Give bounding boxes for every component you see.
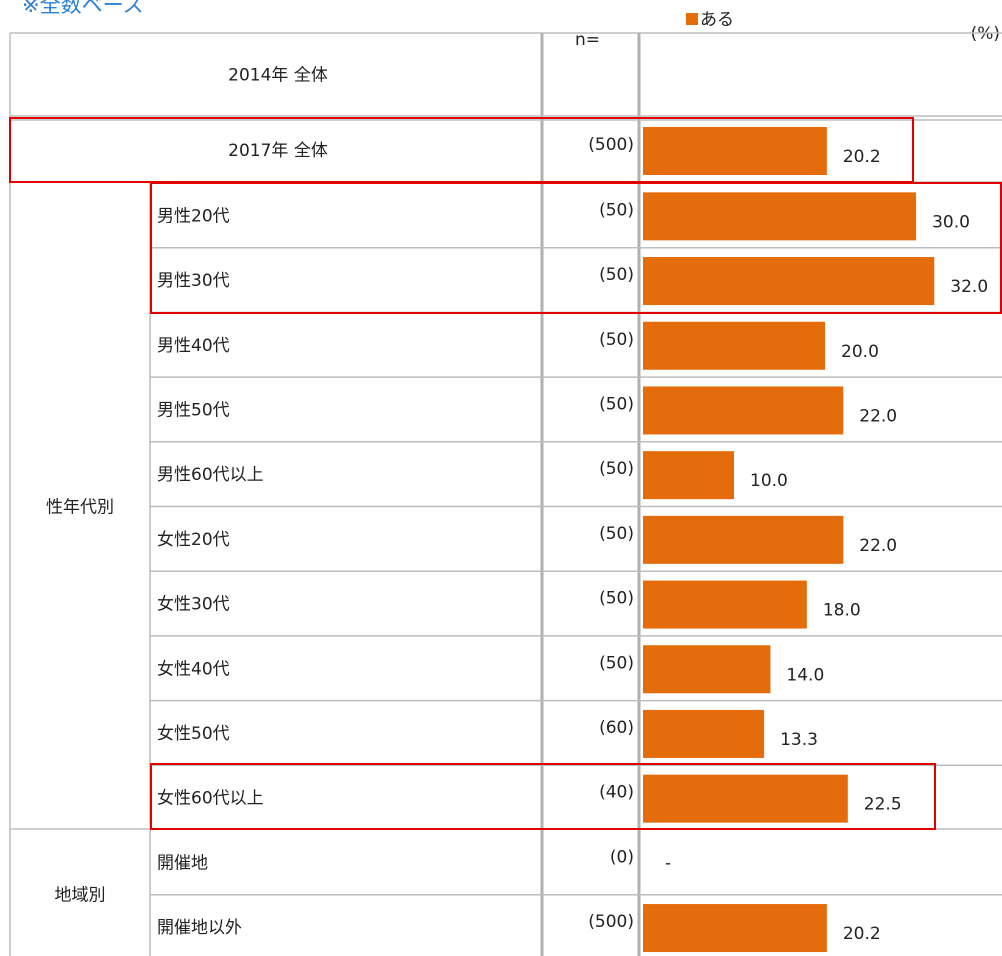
bar bbox=[643, 192, 917, 241]
n-header: n= bbox=[575, 30, 600, 50]
n-label: (500) bbox=[588, 135, 634, 155]
n-label: (50) bbox=[599, 394, 634, 414]
legend-label: ある bbox=[700, 10, 734, 30]
group-label: 地域別 bbox=[55, 886, 106, 906]
bar bbox=[643, 127, 827, 175]
value-label: 10.0 bbox=[750, 471, 788, 491]
bar bbox=[643, 321, 826, 370]
bar bbox=[643, 451, 735, 500]
bar bbox=[643, 257, 935, 306]
value-label: 22.5 bbox=[864, 795, 902, 815]
highlight-box bbox=[150, 763, 936, 830]
n-label: (50) bbox=[599, 459, 634, 479]
n-label: (500) bbox=[588, 912, 634, 932]
n-label: (50) bbox=[599, 653, 634, 673]
value-label: 32.0 bbox=[950, 277, 988, 297]
bar bbox=[643, 709, 765, 758]
note: ※全数ベース bbox=[22, 0, 144, 17]
value-label: - bbox=[665, 853, 671, 873]
bar bbox=[643, 774, 848, 823]
n-label: (50) bbox=[599, 200, 634, 220]
row-label: 2017年 全体 bbox=[228, 141, 328, 161]
row-label: 女性30代 bbox=[157, 595, 230, 615]
bar bbox=[643, 515, 844, 564]
row-label: 男性60代以上 bbox=[157, 465, 264, 485]
row-label: 男性40代 bbox=[157, 336, 230, 356]
value-label: 20.0 bbox=[841, 342, 879, 362]
n-label: (50) bbox=[599, 589, 634, 609]
bar bbox=[643, 386, 844, 435]
bar bbox=[643, 645, 771, 694]
n-label: (40) bbox=[599, 783, 634, 803]
row-label: 開催地 bbox=[157, 853, 208, 873]
row-label: 女性50代 bbox=[157, 724, 230, 744]
n-label: (50) bbox=[599, 330, 634, 350]
n-label: (50) bbox=[599, 524, 634, 544]
row-label: 男性30代 bbox=[157, 271, 230, 291]
row-label: 開催地以外 bbox=[157, 918, 242, 938]
row-label: 男性50代 bbox=[157, 400, 230, 420]
value-label: 20.2 bbox=[843, 924, 881, 944]
n-label: (50) bbox=[599, 265, 634, 285]
value-label: 22.0 bbox=[859, 536, 897, 556]
value-label: 22.0 bbox=[859, 406, 897, 426]
row-label: 2014年 全体 bbox=[228, 66, 328, 86]
highlight-box bbox=[150, 182, 1002, 314]
row-label: 女性60代以上 bbox=[157, 789, 264, 809]
row-label: 女性40代 bbox=[157, 659, 230, 679]
value-label: 30.0 bbox=[932, 212, 970, 232]
n-label: (0) bbox=[610, 847, 634, 867]
value-label: 20.2 bbox=[843, 147, 881, 167]
unit: (%) bbox=[971, 24, 1000, 44]
value-label: 14.0 bbox=[786, 665, 824, 685]
value-label: 13.3 bbox=[780, 730, 818, 750]
legend-swatch bbox=[686, 13, 698, 25]
row-label: 男性20代 bbox=[157, 206, 230, 226]
bar bbox=[643, 580, 807, 629]
bar bbox=[643, 904, 827, 953]
row-label: 女性20代 bbox=[157, 530, 230, 550]
group-label: 性年代別 bbox=[46, 498, 114, 518]
n-label: (60) bbox=[599, 718, 634, 738]
value-label: 18.0 bbox=[823, 601, 861, 621]
